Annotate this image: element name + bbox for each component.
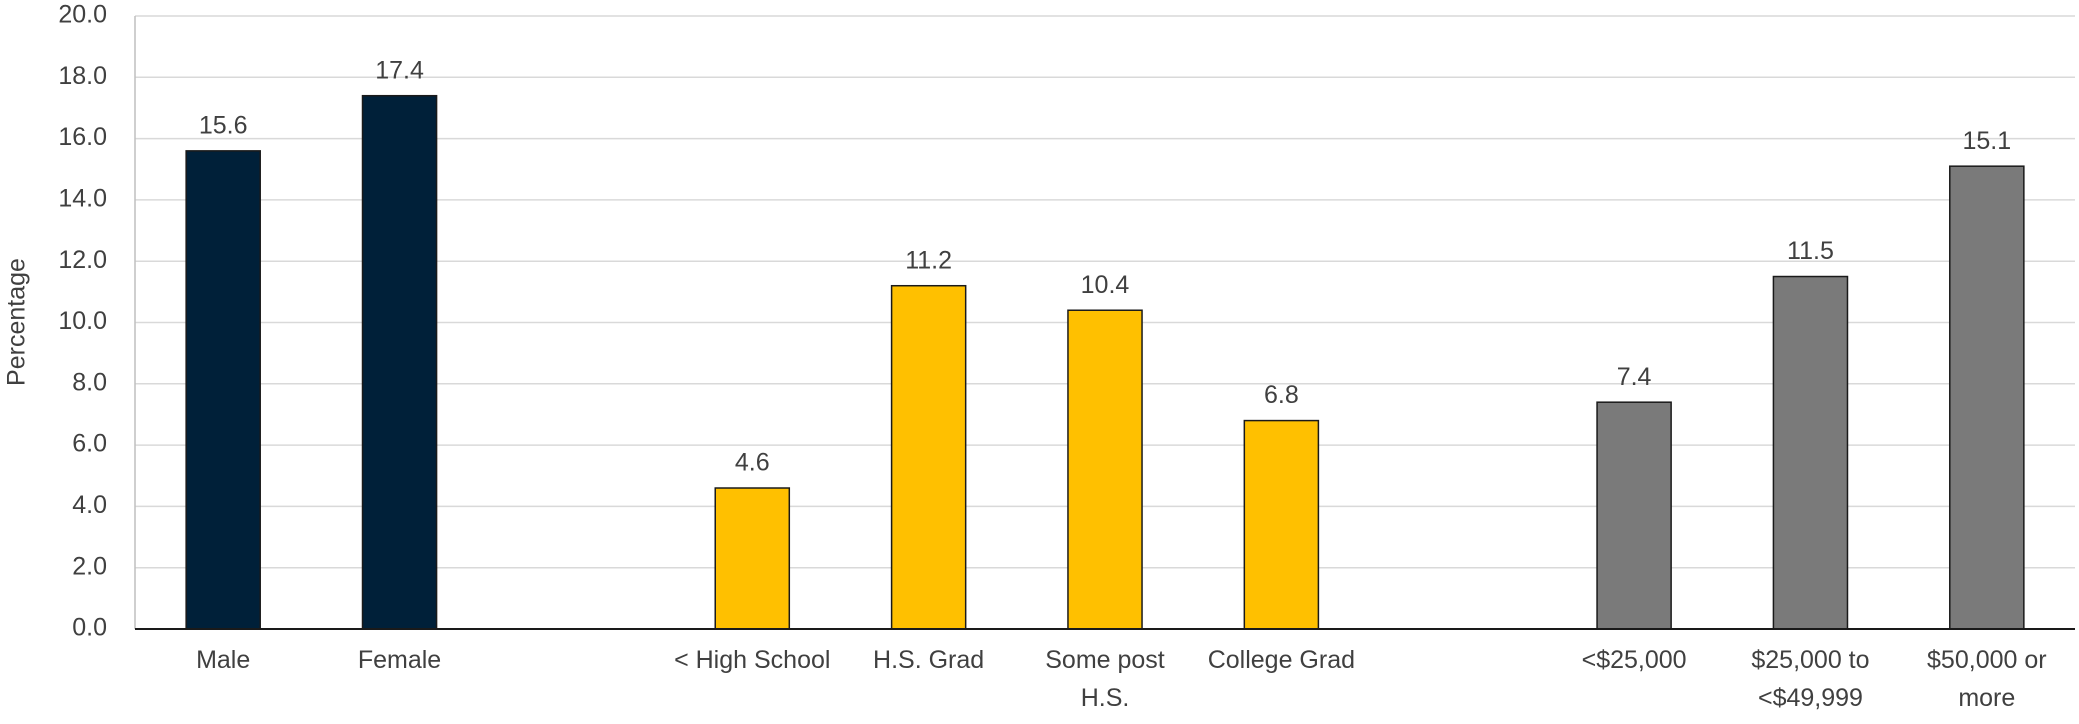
y-tick-label: 6.0 (72, 430, 107, 458)
y-tick-label: 16.0 (58, 123, 107, 151)
bar (1772, 275, 1849, 630)
y-tick-label: 20.0 (58, 1, 107, 29)
x-tick-label: $50,000 or more (1927, 646, 2047, 712)
bar (890, 284, 967, 630)
bar (1596, 401, 1672, 630)
value-label: 10.4 (1081, 271, 1130, 299)
value-label: 7.4 (1617, 363, 1652, 391)
value-label: 4.6 (735, 449, 770, 477)
value-label: 6.8 (1264, 381, 1299, 409)
x-tick-label: Male (196, 646, 251, 674)
bar (1067, 309, 1143, 630)
x-tick-label: <$25,000 (1581, 646, 1687, 674)
x-tick-label: College Grad (1207, 646, 1356, 674)
value-label: 15.1 (1962, 127, 2011, 155)
y-tick-label: 2.0 (72, 552, 107, 580)
y-tick-label: 0.0 (72, 614, 107, 642)
x-tick-label: < High School (674, 646, 831, 674)
x-tick-label: Some post H.S. (1045, 646, 1165, 712)
y-tick-label: 12.0 (58, 246, 107, 274)
y-axis-label: Percentage (3, 258, 31, 386)
y-tick-label: 8.0 (72, 368, 107, 396)
value-label: 15.6 (199, 111, 248, 139)
value-label: 11.2 (905, 246, 952, 274)
y-tick-label: 10.0 (58, 307, 107, 335)
x-tick-label: Female (357, 646, 442, 674)
bar (361, 94, 438, 630)
y-tick-label: 4.0 (72, 491, 107, 519)
bar (714, 487, 791, 630)
value-label: 11.5 (1787, 237, 1834, 265)
bar (185, 150, 261, 630)
bar (1243, 419, 1320, 630)
y-tick-label: 18.0 (58, 62, 107, 90)
y-tick-label: 14.0 (58, 185, 107, 213)
bar (1949, 165, 2025, 630)
x-tick-label: $25,000 to <$49,999 (1751, 646, 1870, 712)
x-tick-label: H.S. Grad (873, 646, 985, 674)
value-label: 17.4 (375, 56, 424, 84)
